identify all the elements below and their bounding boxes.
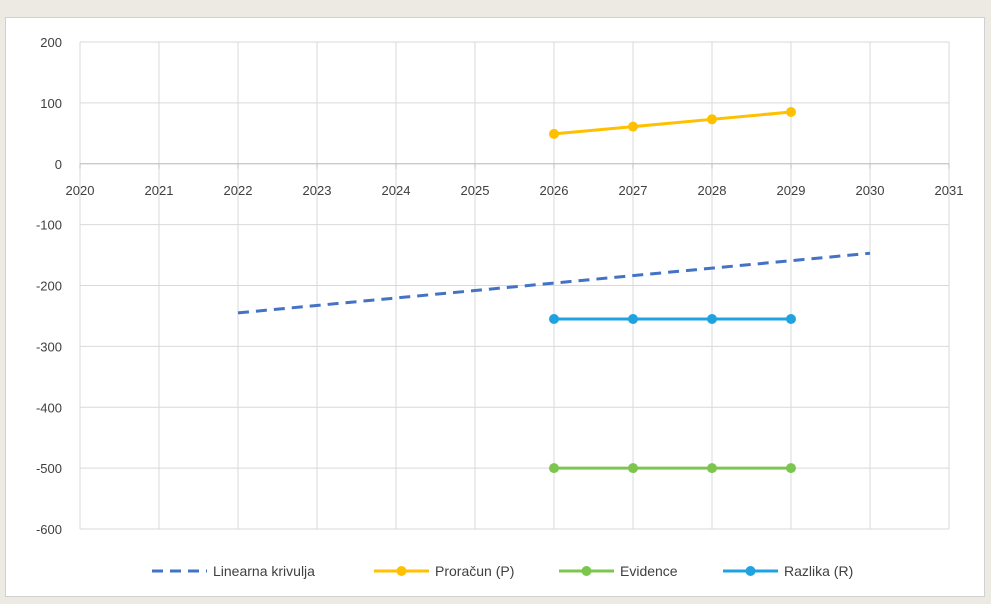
x-tick-label: 2029 — [777, 183, 806, 198]
y-tick-label: 100 — [40, 96, 62, 111]
data-point — [707, 313, 717, 324]
legend-item[interactable]: Razlika (R) — [723, 563, 853, 579]
data-point — [786, 463, 796, 474]
data-point — [549, 463, 559, 474]
legend-swatch-marker — [396, 566, 407, 576]
data-point — [549, 128, 559, 139]
x-tick-label: 2025 — [461, 183, 490, 198]
data-point — [786, 313, 796, 324]
legend-swatch-marker — [745, 566, 756, 576]
data-point — [707, 463, 717, 474]
legend-label: Linearna krivulja — [213, 563, 315, 579]
y-tick-label: -300 — [36, 339, 62, 354]
x-tick-label: 2028 — [698, 183, 727, 198]
x-tick-label: 2030 — [856, 183, 885, 198]
x-axis-line — [79, 163, 950, 169]
legend-item[interactable]: Evidence — [559, 563, 678, 579]
x-tick-label: 2022 — [224, 183, 253, 198]
x-tick-label: 2023 — [303, 183, 332, 198]
x-tick-label: 2021 — [145, 183, 174, 198]
x-tick-label: 2031 — [935, 183, 964, 198]
y-tick-label: -100 — [36, 218, 62, 233]
line-chart: 200 100 0 -100 -200 -300 -400 -500 -600 2020 2021… — [36, 35, 964, 579]
legend-label: Proračun (P) — [435, 563, 514, 579]
legend-swatch-marker — [581, 566, 592, 576]
series-line — [237, 251, 871, 315]
y-tick-label: 200 — [40, 35, 62, 50]
x-tick-label: 2027 — [619, 183, 648, 198]
y-tick-label: 0 — [55, 157, 62, 172]
data-point — [707, 114, 717, 125]
y-tick-label: -400 — [36, 400, 62, 415]
legend-item[interactable]: Proračun (P) — [374, 563, 514, 579]
series-lines — [237, 107, 871, 474]
legend-label: Razlika (R) — [784, 563, 853, 579]
x-tick-label: 2026 — [540, 183, 569, 198]
x-tick-label: 2024 — [382, 183, 411, 198]
legend-label: Evidence — [620, 563, 678, 579]
legend: Linearna krivulja Proračun (P) Evidence Raz… — [152, 563, 853, 579]
y-tick-label: -200 — [36, 279, 62, 294]
data-point — [628, 121, 638, 132]
data-point — [786, 107, 796, 118]
data-point — [628, 313, 638, 324]
data-point — [628, 463, 638, 474]
x-tick-label: 2020 — [66, 183, 95, 198]
data-point — [549, 313, 559, 324]
chart-area: 200 100 0 -100 -200 -300 -400 -500 -600 2020 2021… — [5, 17, 985, 597]
series-line — [553, 110, 792, 136]
legend-item[interactable]: Linearna krivulja — [152, 563, 315, 579]
y-axis-tick-labels: 200 100 0 -100 -200 -300 -400 -500 -600 — [36, 35, 62, 537]
x-axis-tick-labels: 2020 2021 2022 2023 2024 2025 2026 2027 2028 2029… — [66, 183, 964, 198]
y-tick-label: -600 — [36, 522, 62, 537]
y-tick-label: -500 — [36, 461, 62, 476]
